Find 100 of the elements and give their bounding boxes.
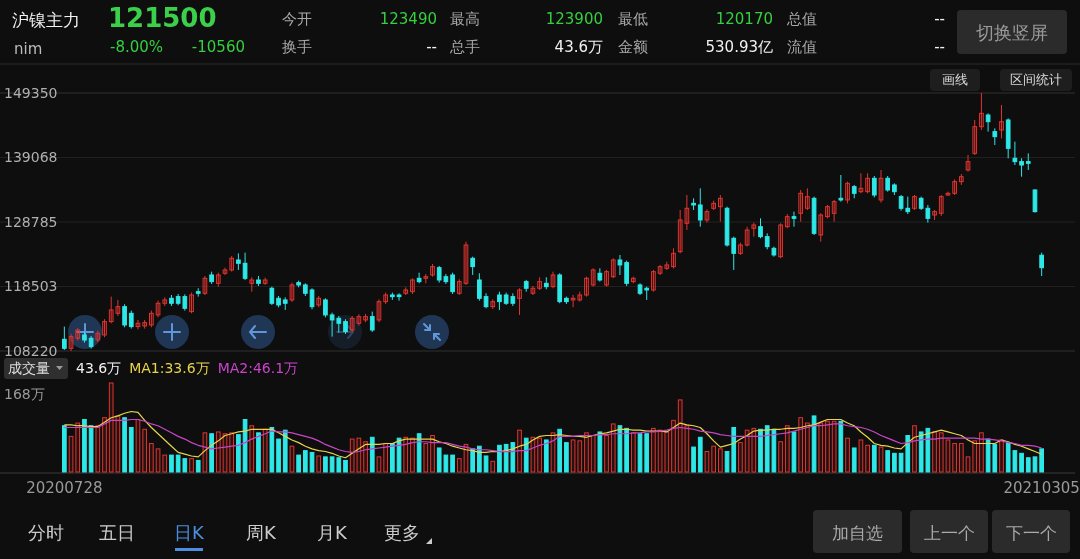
bar (456, 458, 462, 473)
candlestick (718, 194, 723, 223)
candlestick (751, 222, 757, 238)
candlestick (577, 291, 583, 303)
candlestick (818, 212, 824, 243)
candlestick (383, 292, 388, 305)
bar (149, 443, 154, 473)
bar (684, 425, 690, 473)
candlestick (537, 276, 542, 291)
y-tick-label: 139068 (4, 149, 58, 166)
text: 168万 (4, 386, 45, 402)
bar (845, 437, 850, 473)
bar (851, 447, 857, 473)
candlestick (570, 294, 576, 308)
bar (537, 437, 542, 473)
text: 下一个 (1005, 523, 1057, 543)
bar (878, 446, 884, 473)
bar (590, 435, 596, 473)
bar (135, 418, 141, 473)
text: 切换竖屏 (976, 22, 1048, 43)
text: 区间统计 (1010, 72, 1062, 87)
bar (396, 437, 402, 473)
bar (95, 425, 101, 473)
bar (1019, 452, 1024, 473)
bar (155, 448, 161, 473)
bar (784, 425, 790, 473)
candlestick (550, 271, 556, 289)
candlestick (871, 175, 877, 198)
text: -- (934, 10, 945, 28)
bar (323, 456, 328, 473)
candlestick (684, 194, 690, 231)
candlestick (845, 181, 850, 204)
bar (798, 417, 804, 473)
y-tick-label: 149350 (4, 85, 58, 101)
candlestick (477, 272, 482, 302)
text: 流值 (787, 38, 817, 56)
bar (229, 432, 235, 473)
bar (945, 439, 951, 473)
bar (912, 425, 917, 473)
bar (570, 439, 576, 473)
candlestick (189, 292, 194, 314)
candlestick (410, 277, 415, 295)
text: 日K (174, 522, 206, 543)
bar (162, 454, 168, 473)
candlestick (972, 119, 978, 156)
candlestick (1039, 252, 1044, 277)
candlestick (430, 263, 435, 278)
bar (108, 382, 114, 473)
bar (349, 438, 355, 473)
text: 分时 (28, 522, 64, 543)
candlestick (697, 187, 703, 228)
bar (838, 420, 844, 473)
bar (242, 418, 248, 473)
candlestick (791, 211, 797, 228)
text: 成交量 (8, 360, 50, 376)
bar (269, 427, 275, 473)
candlestick (784, 213, 790, 229)
candlestick (858, 172, 864, 194)
bar (195, 459, 201, 473)
text: 加自选 (831, 523, 883, 543)
bar (483, 455, 489, 473)
text: -- (934, 38, 945, 56)
candlestick (162, 296, 168, 307)
bar (718, 448, 723, 473)
text: nim (14, 40, 43, 58)
bar (630, 432, 636, 473)
candlestick (363, 313, 368, 323)
candlestick (450, 272, 455, 295)
bar (430, 435, 435, 473)
bar (215, 431, 221, 473)
bar (564, 442, 569, 473)
bar (617, 425, 623, 473)
candlestick (778, 222, 783, 259)
bar (363, 441, 368, 473)
text: 总手 (449, 38, 480, 56)
bar (999, 439, 1004, 473)
candlestick (838, 174, 844, 203)
candlestick (711, 200, 716, 211)
bar (972, 440, 978, 473)
candlestick (958, 173, 964, 186)
bar (711, 445, 716, 473)
candlestick (865, 172, 870, 194)
bar (209, 433, 214, 473)
bar (825, 420, 830, 473)
bar (497, 444, 502, 473)
candlestick (416, 272, 422, 284)
candlestick (965, 154, 971, 173)
text: MA2:46.1万 (217, 360, 299, 376)
bar (75, 422, 81, 473)
candlestick (517, 287, 522, 316)
bar (577, 440, 583, 473)
candlestick (677, 209, 683, 254)
bar (383, 443, 388, 473)
text: 换手 (282, 38, 312, 56)
candlestick (75, 327, 81, 342)
candlestick (122, 303, 127, 328)
bar (309, 451, 315, 473)
text: 月K (317, 522, 349, 543)
candlestick (938, 194, 944, 217)
bar (530, 436, 536, 473)
